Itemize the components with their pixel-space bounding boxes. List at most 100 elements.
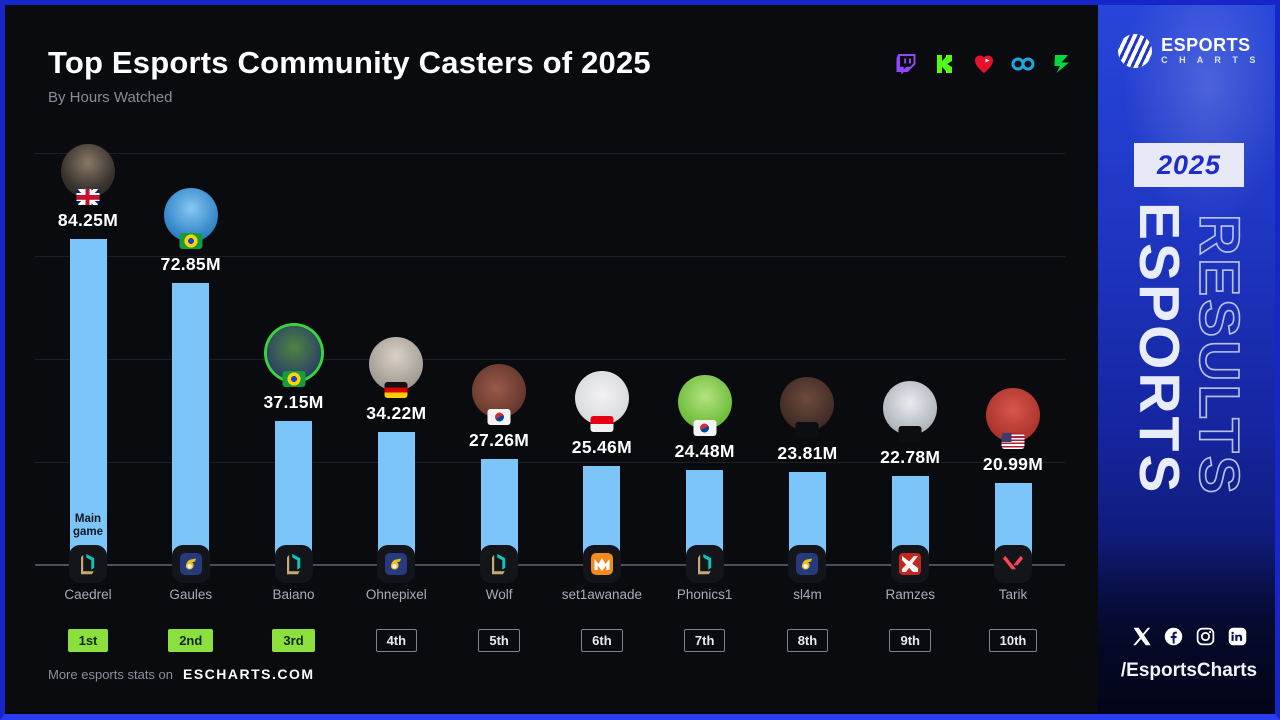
- caster-column: 72.85M: [141, 188, 241, 564]
- rank-badge-wrap: 1st: [33, 629, 143, 652]
- rank-badge-wrap: 6th: [547, 629, 657, 652]
- rank-badge-wrap: 8th: [752, 629, 862, 652]
- caster-column: 23.81M: [757, 377, 857, 564]
- hours-watched-value: 22.78M: [880, 447, 941, 467]
- caster-column: 22.78M: [860, 381, 960, 564]
- hours-watched-bar: [275, 421, 313, 564]
- south-korea-flag: [487, 409, 511, 425]
- caster-name: sl4m: [793, 587, 822, 602]
- rank-badge: 3rd: [272, 629, 315, 652]
- rank-badge-wrap: 3rd: [239, 629, 349, 652]
- uk-flag: [76, 189, 100, 205]
- gridline: [35, 256, 1065, 257]
- rank-badge: 7th: [683, 629, 726, 652]
- caster-name: Ohnepixel: [365, 587, 427, 602]
- linkedin-icon[interactable]: [1227, 626, 1248, 647]
- rank-badge: 1st: [67, 629, 109, 652]
- hours-watched-value: 24.48M: [674, 441, 735, 461]
- hours-watched-value: 27.26M: [469, 430, 530, 450]
- brazil-flag: [282, 371, 306, 387]
- hours-watched-value: 37.15M: [263, 392, 324, 412]
- x-twitter-icon[interactable]: [1131, 626, 1152, 647]
- twitch-icon[interactable]: [893, 51, 919, 77]
- caster-name: Baiano: [272, 587, 315, 602]
- hours-watched-value: 84.25M: [57, 210, 119, 230]
- page-subtitle: By Hours Watched: [48, 89, 173, 106]
- rank-badge: 9th: [889, 629, 931, 652]
- chzzk-bolt-icon[interactable]: [1049, 51, 1075, 77]
- censored-flag: [795, 422, 819, 438]
- facebook-icon[interactable]: [1163, 626, 1184, 647]
- avatar-wrap: [677, 375, 732, 436]
- gridline: [35, 359, 1065, 360]
- hours-watched-value: 25.46M: [571, 437, 632, 457]
- caster-name: set1awanade: [561, 587, 643, 602]
- indonesia-flag: [590, 416, 614, 432]
- escharts-link[interactable]: ESCHARTS.COM: [183, 666, 315, 682]
- caster-name: Ramzes: [885, 587, 935, 602]
- usa-flag: [1001, 433, 1025, 449]
- rank-badge-wrap: 2nd: [136, 629, 246, 652]
- page-title: Top Esports Community Casters of 2025: [48, 45, 651, 80]
- vertical-word-esports: ESPORTS: [1127, 202, 1191, 496]
- league-of-legends-icon: [274, 545, 313, 583]
- caster-column: 34.22M: [346, 337, 446, 564]
- hours-watched-value: 23.81M: [777, 443, 838, 463]
- brazil-flag: [179, 233, 203, 249]
- hours-watched-value: 72.85M: [160, 254, 221, 274]
- caster-column: 84.25M: [38, 144, 138, 564]
- avatar-wrap: [472, 364, 527, 425]
- kick-icon[interactable]: [932, 51, 958, 77]
- sidebar-city-backdrop: [1098, 540, 1280, 720]
- avatar-wrap: [369, 337, 424, 398]
- hours-watched-bar: [172, 283, 210, 564]
- year-badge: 2025: [1134, 143, 1244, 187]
- rank-badge: 5th: [478, 629, 520, 652]
- avatar-wrap: [574, 371, 629, 432]
- logo-line1: ESPORTS: [1161, 35, 1251, 55]
- hours-watched-value: 20.99M: [982, 454, 1044, 474]
- soop-infinity-icon[interactable]: [1010, 51, 1036, 77]
- caster-name: Tarik: [998, 587, 1028, 602]
- caster-column: 25.46M: [552, 371, 652, 564]
- league-of-legends-icon: [685, 545, 724, 583]
- sidebar: ESPORTS C H A R T S 2025 ESPORTS RESULTS…: [1098, 0, 1280, 720]
- rank-badge: 10th: [988, 629, 1038, 652]
- rank-badge-wrap: 5th: [444, 629, 554, 652]
- logo-line2: C H A R T S: [1161, 55, 1260, 65]
- rank-badge: 8th: [786, 629, 829, 652]
- caster-column: 24.48M: [655, 375, 755, 564]
- esports-charts-logo: ESPORTS C H A R T S: [1098, 34, 1280, 68]
- league-of-legends-icon: [480, 545, 519, 583]
- avatar-wrap: [61, 144, 115, 205]
- rank-badge: 2nd: [168, 629, 214, 652]
- caster-name: Gaules: [169, 587, 213, 602]
- counter-strike-icon: [377, 545, 416, 583]
- main-game-label: Main game: [72, 513, 104, 538]
- counter-strike-icon: [788, 545, 827, 583]
- germany-flag: [384, 382, 408, 398]
- avatar-wrap: [266, 326, 321, 387]
- rank-badge-wrap: 7th: [650, 629, 760, 652]
- rank-badge: 6th: [581, 629, 623, 652]
- caster-column: 27.26M: [449, 364, 549, 564]
- caster-name: Caedrel: [64, 587, 112, 602]
- caster-column: 37.15M: [244, 326, 344, 564]
- league-of-legends-icon: [69, 545, 107, 583]
- south-korea-flag: [693, 420, 717, 436]
- footer-text: More esports stats on: [48, 666, 173, 682]
- instagram-icon[interactable]: [1195, 626, 1216, 647]
- counter-strike-icon: [171, 545, 210, 583]
- chart-panel: Top Esports Community Casters of 2025 By…: [5, 5, 1098, 712]
- valorant-icon: [994, 545, 1033, 583]
- social-handle[interactable]: /EsportsCharts: [1120, 660, 1258, 681]
- heart-play-icon[interactable]: [971, 51, 997, 77]
- rank-badge-wrap: 10th: [958, 629, 1068, 652]
- avatar-wrap: [986, 388, 1041, 449]
- hours-watched-bar: [69, 239, 107, 564]
- x-axis-line: [35, 564, 1065, 566]
- social-icons: [1098, 626, 1280, 647]
- rank-badge: 4th: [375, 629, 418, 652]
- vertical-word-results: RESULTS: [1186, 213, 1252, 497]
- rank-badge-wrap: 4th: [341, 629, 451, 652]
